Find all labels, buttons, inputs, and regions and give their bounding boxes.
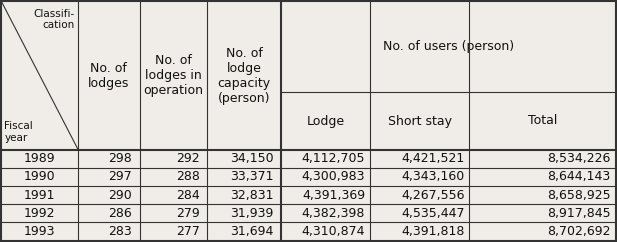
Text: 34,150: 34,150 [230,152,273,165]
Text: 8,917,845: 8,917,845 [547,207,611,220]
Text: 4,300,983: 4,300,983 [302,170,365,183]
Text: 8,534,226: 8,534,226 [547,152,611,165]
Text: 4,391,369: 4,391,369 [302,189,365,202]
Text: 31,939: 31,939 [230,207,273,220]
Text: 297: 297 [109,170,132,183]
Text: 4,310,874: 4,310,874 [302,225,365,238]
Text: 288: 288 [176,170,200,183]
Text: Total: Total [528,114,557,128]
Text: 8,658,925: 8,658,925 [547,189,611,202]
Text: 8,702,692: 8,702,692 [547,225,611,238]
Text: Fiscal
year: Fiscal year [4,121,33,143]
Text: 283: 283 [109,225,132,238]
Text: Lodge: Lodge [306,114,344,128]
Text: No. of
lodges in
operation: No. of lodges in operation [143,54,204,97]
Text: 298: 298 [109,152,132,165]
Text: 1992: 1992 [24,207,56,220]
Text: 32,831: 32,831 [230,189,273,202]
Text: 1989: 1989 [24,152,56,165]
Text: 4,391,818: 4,391,818 [401,225,465,238]
Text: 31,694: 31,694 [230,225,273,238]
Text: 1991: 1991 [24,189,56,202]
Text: No. of
lodge
capacity
(person): No. of lodge capacity (person) [217,46,271,105]
Text: 286: 286 [109,207,132,220]
Text: 4,382,398: 4,382,398 [302,207,365,220]
Text: 1993: 1993 [24,225,56,238]
Text: 4,421,521: 4,421,521 [401,152,465,165]
Text: 4,343,160: 4,343,160 [401,170,465,183]
Text: 292: 292 [176,152,200,165]
Text: 290: 290 [109,189,132,202]
Text: 1990: 1990 [24,170,56,183]
Text: No. of users (person): No. of users (person) [383,40,514,53]
Text: 4,267,556: 4,267,556 [401,189,465,202]
Text: 4,535,447: 4,535,447 [401,207,465,220]
Text: 284: 284 [176,189,200,202]
Text: No. of
lodges: No. of lodges [88,61,130,90]
Text: 279: 279 [176,207,200,220]
Text: Short stay: Short stay [387,114,452,128]
Text: 277: 277 [176,225,200,238]
Text: 8,644,143: 8,644,143 [547,170,611,183]
Text: 33,371: 33,371 [230,170,273,183]
Text: Classifi-
cation: Classifi- cation [34,8,75,30]
Text: 4,112,705: 4,112,705 [302,152,365,165]
